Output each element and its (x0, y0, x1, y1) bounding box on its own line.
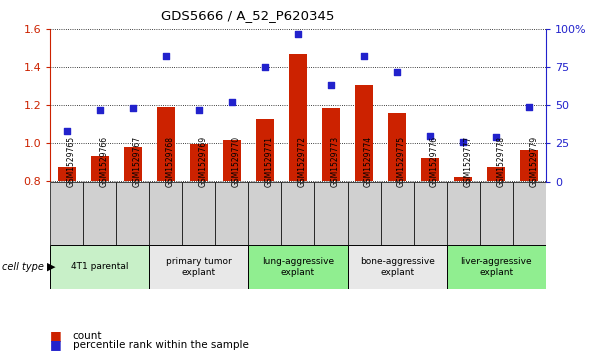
Point (491, 134, 501, 140)
Bar (190, 144, 208, 182)
Text: GSM1529779: GSM1529779 (529, 135, 538, 187)
Bar (50, 182, 83, 245)
Bar (223, 139, 241, 182)
Point (293, 31, 303, 37)
Point (161, 54, 171, 60)
Text: GSM1529768: GSM1529768 (166, 136, 175, 187)
Point (62, 128, 71, 134)
Bar (289, 54, 307, 182)
Bar (447, 245, 546, 289)
Bar (314, 182, 348, 245)
Point (95, 107, 104, 113)
Point (194, 107, 204, 113)
Text: GSM1529771: GSM1529771 (265, 136, 274, 187)
Point (392, 69, 402, 75)
Bar (348, 245, 447, 289)
Text: GSM1529776: GSM1529776 (430, 135, 439, 187)
Point (458, 139, 468, 145)
Text: GSM1529777: GSM1529777 (463, 135, 472, 187)
Bar (149, 245, 248, 289)
Point (359, 54, 369, 60)
Bar (91, 156, 109, 182)
Text: 4T1 parental: 4T1 parental (71, 262, 129, 271)
Bar (421, 158, 439, 182)
Text: ■: ■ (50, 338, 62, 351)
Text: ▶: ▶ (47, 262, 55, 272)
Bar (182, 182, 215, 245)
Point (525, 104, 534, 110)
Bar (248, 182, 281, 245)
Point (128, 105, 137, 111)
Bar (454, 177, 472, 182)
Text: GSM1529767: GSM1529767 (133, 135, 142, 187)
Text: GSM1529765: GSM1529765 (67, 135, 76, 187)
Text: percentile rank within the sample: percentile rank within the sample (73, 340, 248, 350)
Bar (83, 182, 116, 245)
Text: liver-aggressive
explant: liver-aggressive explant (460, 257, 532, 277)
Bar (248, 245, 348, 289)
Bar (322, 108, 340, 182)
Text: bone-aggressive
explant: bone-aggressive explant (360, 257, 434, 277)
Text: GDS5666 / A_52_P620345: GDS5666 / A_52_P620345 (161, 9, 335, 22)
Bar (520, 150, 538, 182)
Bar (447, 182, 480, 245)
Text: GSM1529766: GSM1529766 (100, 135, 109, 187)
Text: GSM1529769: GSM1529769 (199, 135, 208, 187)
Bar (157, 107, 175, 182)
Text: cell type: cell type (2, 262, 47, 272)
Text: lung-aggressive
explant: lung-aggressive explant (262, 257, 334, 277)
Bar (58, 167, 76, 182)
Bar (124, 147, 142, 182)
Text: primary tumor
explant: primary tumor explant (166, 257, 232, 277)
Text: count: count (73, 331, 102, 341)
Point (227, 99, 237, 105)
Text: GSM1529774: GSM1529774 (364, 135, 373, 187)
Text: GSM1529775: GSM1529775 (397, 135, 406, 187)
Bar (513, 182, 546, 245)
Bar (215, 182, 248, 245)
Point (326, 82, 336, 88)
Bar (116, 182, 149, 245)
Bar (149, 182, 182, 245)
Text: GSM1529770: GSM1529770 (232, 135, 241, 187)
Bar (480, 182, 513, 245)
Point (260, 64, 270, 70)
Bar (348, 182, 381, 245)
Bar (388, 113, 406, 182)
Bar (414, 182, 447, 245)
Text: GSM1529773: GSM1529773 (331, 135, 340, 187)
Bar (256, 119, 274, 182)
Bar (355, 85, 373, 182)
Text: GSM1529778: GSM1529778 (496, 136, 505, 187)
Bar (281, 182, 314, 245)
Bar (381, 182, 414, 245)
Text: GSM1529772: GSM1529772 (298, 136, 307, 187)
Bar (487, 167, 505, 182)
Point (425, 133, 435, 139)
Text: ■: ■ (50, 329, 62, 342)
Bar (50, 245, 149, 289)
